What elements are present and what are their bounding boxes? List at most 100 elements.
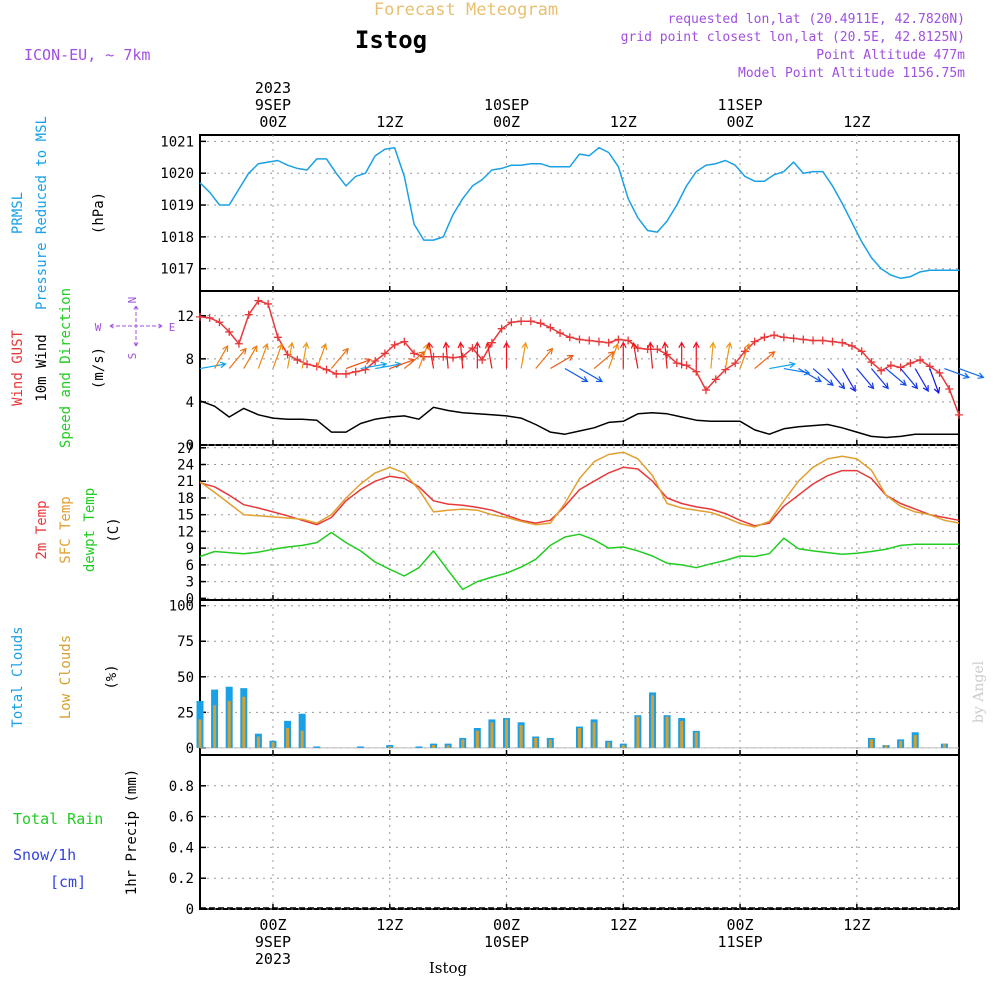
y-tick-label: 12 xyxy=(177,309,194,325)
gust-marker xyxy=(225,327,234,336)
y-tick-label: 3 xyxy=(186,575,194,591)
gust-marker xyxy=(692,367,701,376)
y-tick-label: 18 xyxy=(177,491,194,507)
wind-label-dir: Speed and Direction xyxy=(58,288,74,448)
gust-marker xyxy=(750,337,759,346)
gust-marker xyxy=(857,347,866,356)
time-label-bottom: 00Z xyxy=(493,916,520,934)
wind-arrow xyxy=(214,344,229,369)
grid-lines xyxy=(272,135,858,909)
wind-arrow xyxy=(630,341,639,369)
time-label-top: 11SEP xyxy=(717,96,762,114)
precip-panel: 0 0.2 0.4 0.6 0.8 1hr Precip (mm) xyxy=(124,769,959,918)
gust-marker xyxy=(877,366,886,375)
gust-marker xyxy=(536,319,545,328)
temp-unit: (C) xyxy=(106,517,122,542)
model-label: ICON-EU, ~ 7km xyxy=(24,46,150,64)
gust-marker xyxy=(410,349,419,358)
wind-arrow xyxy=(564,368,589,383)
precip-label-snow: Snow/1h xyxy=(13,846,76,864)
low-cloud-bar xyxy=(942,743,946,748)
wind-arrow xyxy=(870,368,889,390)
time-label-bottom: 00Z xyxy=(259,916,286,934)
gust-marker xyxy=(556,329,565,337)
gust-marker xyxy=(614,335,623,344)
wind-arrow xyxy=(678,341,686,369)
wind-arrow xyxy=(661,341,669,369)
gust-marker xyxy=(244,310,253,319)
y-tick-label: 0.4 xyxy=(169,840,194,856)
temp-label-dewpt: dewpt Temp xyxy=(82,488,98,572)
pressure-panel: 1017 1018 1019 1020 1021 xyxy=(160,134,959,280)
gust-marker xyxy=(312,362,321,371)
gust-marker xyxy=(332,369,341,378)
compass-south: S xyxy=(126,353,139,360)
low-cloud-bar xyxy=(446,745,450,748)
gust-marker xyxy=(196,312,204,321)
wind-arrow xyxy=(442,341,450,369)
wind-arrow xyxy=(286,341,295,369)
y-tick-label: 12 xyxy=(177,524,194,540)
low-cloud-bar xyxy=(621,745,625,748)
gust-marker xyxy=(303,360,312,369)
wind-arrow xyxy=(484,341,493,369)
gust-marker xyxy=(886,361,895,370)
gust-marker xyxy=(867,358,876,367)
gust-marker xyxy=(585,336,594,345)
gust-marker xyxy=(663,350,672,359)
y-tick-label: 25 xyxy=(177,705,194,721)
low-cloud-bar xyxy=(869,739,873,748)
wind-arrow xyxy=(769,361,797,370)
panel-frame xyxy=(199,754,960,910)
wind-arrow xyxy=(473,341,481,369)
gust-marker xyxy=(351,367,360,376)
wind-arrow xyxy=(724,341,733,369)
time-label-top: 12Z xyxy=(610,113,637,131)
y-tick-label: 6 xyxy=(186,558,194,574)
gust-marker xyxy=(439,352,448,361)
time-label-top: 00Z xyxy=(727,113,754,131)
gust-marker xyxy=(760,333,769,342)
y-tick-label: 0 xyxy=(186,902,194,918)
y-tick-label: 8 xyxy=(186,352,194,368)
gust-marker xyxy=(526,317,535,326)
y-tick-label: 0.2 xyxy=(169,871,194,887)
gust-marker xyxy=(507,318,516,327)
source-title: Forecast Meteogram xyxy=(374,0,558,20)
wind-arrow xyxy=(345,358,372,370)
low-cloud-bar xyxy=(913,735,917,748)
low-cloud-bar xyxy=(300,730,304,748)
low-cloud-bar xyxy=(578,727,581,748)
wind-arrow xyxy=(692,341,700,369)
wind-arrow xyxy=(360,361,388,370)
precip-label-cm: [cm] xyxy=(50,873,86,891)
low-cloud-bar xyxy=(665,716,669,748)
low-cloud-bar xyxy=(490,722,494,748)
low-cloud-bar xyxy=(198,719,202,748)
wind-arrow xyxy=(944,367,971,379)
requested-coords: requested lon,lat (20.4911E, 42.7820N) xyxy=(668,12,965,27)
low-cloud-bar xyxy=(388,746,392,748)
time-label-top: 2023 xyxy=(255,79,291,97)
gust-marker xyxy=(653,345,662,354)
wind-arrow xyxy=(647,341,655,369)
pressure-line xyxy=(199,146,959,280)
gust-marker xyxy=(468,344,477,353)
gust-marker xyxy=(234,339,243,348)
total-cloud-bar xyxy=(313,746,321,748)
y-tick-label: 0 xyxy=(186,438,194,454)
wind-arrow xyxy=(330,347,349,369)
pressure-label-msl: Pressure Reduced to MSL xyxy=(34,116,50,310)
wind-arrow xyxy=(199,361,227,370)
gust-marker xyxy=(770,331,779,340)
time-label-top: 00Z xyxy=(259,113,286,131)
sfc_temp-line xyxy=(199,451,960,528)
y-tick-label: 1019 xyxy=(160,198,194,214)
gust-marker xyxy=(935,368,944,377)
low-cloud-bar xyxy=(694,732,698,748)
compass-east: E xyxy=(169,321,176,334)
gust-marker xyxy=(273,333,282,342)
wind-arrow xyxy=(856,368,875,390)
